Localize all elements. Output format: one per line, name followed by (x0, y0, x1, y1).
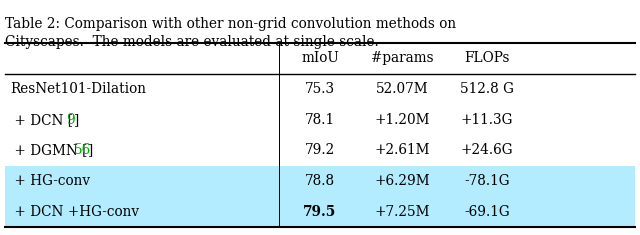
Text: +11.3G: +11.3G (461, 113, 513, 127)
Text: +6.29M: +6.29M (374, 174, 429, 188)
Text: +1.20M: +1.20M (374, 113, 429, 127)
Text: 78.8: 78.8 (305, 174, 335, 188)
Text: +24.6G: +24.6G (461, 143, 513, 157)
Text: + DCN [: + DCN [ (10, 113, 73, 127)
Text: 79.2: 79.2 (305, 143, 335, 157)
Text: Cityscapes.  The models are evaluated at single scale.: Cityscapes. The models are evaluated at … (5, 35, 379, 49)
Text: ResNet101-Dilation: ResNet101-Dilation (10, 82, 146, 96)
Text: 75.3: 75.3 (305, 82, 335, 96)
Text: + DGMN [: + DGMN [ (10, 143, 88, 157)
Bar (5, 196, 635, 227)
Text: +2.61M: +2.61M (374, 143, 429, 157)
Text: -78.1G: -78.1G (464, 174, 510, 188)
Text: Table 2: Comparison with other non-grid convolution methods on: Table 2: Comparison with other non-grid … (5, 17, 456, 31)
Bar (5, 166, 635, 196)
Text: #params: #params (371, 51, 433, 65)
Text: 78.1: 78.1 (305, 113, 335, 127)
Text: 56: 56 (74, 143, 91, 157)
Text: FLOPs: FLOPs (464, 51, 509, 65)
Text: 52.07M: 52.07M (376, 82, 428, 96)
Text: ]: ] (74, 113, 79, 127)
Text: -69.1G: -69.1G (464, 205, 510, 219)
Text: 9: 9 (67, 113, 76, 127)
Text: 79.5: 79.5 (303, 205, 337, 219)
Text: ]: ] (88, 143, 93, 157)
Text: + HG-conv: + HG-conv (10, 174, 90, 188)
Text: mIoU: mIoU (301, 51, 339, 65)
Text: +7.25M: +7.25M (374, 205, 429, 219)
Text: 512.8 G: 512.8 G (460, 82, 514, 96)
Text: + DCN +HG-conv: + DCN +HG-conv (10, 205, 139, 219)
